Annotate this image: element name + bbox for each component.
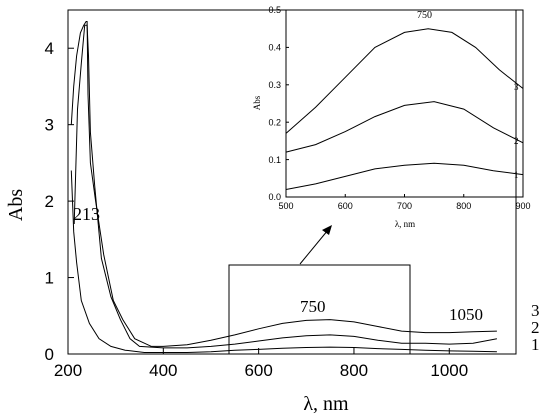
main-y-tick-label: 3 bbox=[45, 116, 54, 135]
main-curves bbox=[70, 21, 497, 353]
inset-y-tick-label: 0.2 bbox=[268, 117, 281, 127]
main-y-tick-label: 0 bbox=[45, 345, 54, 364]
inset-x-tick-label: 900 bbox=[515, 201, 530, 211]
inset-ticks: 500 600 700 800 900 0.0 0.1 0.2 0.3 0.4 0.5 bbox=[268, 5, 530, 211]
inset-annotation-750: 750 bbox=[417, 10, 432, 21]
inset-curve-label-3: 3 bbox=[514, 82, 519, 92]
inset-axes-frame bbox=[285, 9, 524, 198]
main-x-tick-label: 800 bbox=[340, 361, 368, 380]
inset-y-tick-label: 0.4 bbox=[268, 43, 281, 53]
inset-x-axis-label: λ, nm bbox=[395, 219, 415, 229]
inset-x-tick-label: 600 bbox=[338, 201, 353, 211]
annotation-750: 750 bbox=[300, 297, 326, 316]
inset-curve-label-1: 1 bbox=[514, 170, 519, 180]
main-y-tick-label: 1 bbox=[45, 269, 54, 288]
main-ticks: 200 400 600 800 1000 0 1 2 3 4 bbox=[45, 39, 469, 380]
inset-y-tick-label: 0.3 bbox=[268, 80, 281, 90]
inset-y-tick-label: 0.0 bbox=[268, 192, 281, 202]
inset-chart: 500 600 700 800 900 0.0 0.1 0.2 0.3 0.4 0.5 Abs λ,… bbox=[252, 5, 531, 229]
zoom-region-box bbox=[228, 264, 411, 355]
curve-label-3: 3 bbox=[531, 301, 540, 320]
inset-x-tick-label: 500 bbox=[278, 201, 293, 211]
inset-y-tick-label: 0.1 bbox=[268, 155, 281, 165]
inset-x-tick-label: 700 bbox=[397, 201, 412, 211]
main-x-axis-label: λ, nm bbox=[303, 393, 349, 415]
main-axes-frame bbox=[67, 9, 517, 355]
curve-label-1: 1 bbox=[531, 335, 540, 354]
main-x-tick-label: 400 bbox=[149, 361, 177, 380]
main-x-tick-label: 600 bbox=[244, 361, 272, 380]
inset-x-tick-label: 800 bbox=[456, 201, 471, 211]
annotation-213: 213 bbox=[73, 204, 100, 224]
inset-curve-label-2: 2 bbox=[514, 136, 519, 146]
zoom-pointer-line bbox=[299, 229, 329, 265]
main-x-tick-label: 200 bbox=[54, 361, 82, 380]
main-series-1-line bbox=[70, 170, 497, 353]
inset-series-3-line bbox=[285, 28, 524, 134]
main-series-3-line bbox=[70, 21, 497, 347]
inset-series-1-line bbox=[285, 162, 524, 190]
main-y-tick-label: 2 bbox=[45, 192, 54, 211]
main-y-tick-label: 4 bbox=[45, 39, 54, 58]
inset-y-tick-label: 0.5 bbox=[268, 5, 281, 15]
inset-curves bbox=[285, 28, 524, 190]
main-y-axis-label: Abs bbox=[5, 189, 27, 221]
curve-label-2: 2 bbox=[531, 318, 540, 337]
zoom-pointer-arrowhead bbox=[322, 225, 332, 235]
main-x-tick-label: 1000 bbox=[430, 361, 468, 380]
inset-series-2-line bbox=[285, 101, 524, 153]
annotation-1050: 1050 bbox=[449, 305, 483, 324]
inset-y-axis-label: Abs bbox=[252, 95, 262, 110]
